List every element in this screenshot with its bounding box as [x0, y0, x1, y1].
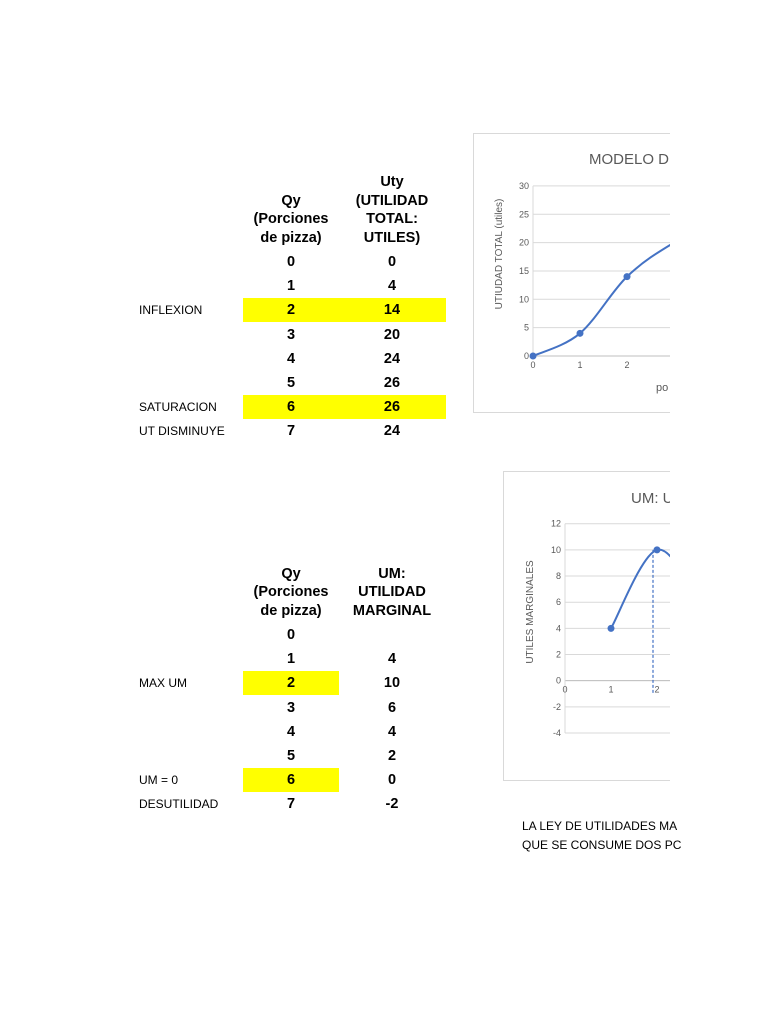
qy-cell: 3	[286, 326, 296, 343]
total-utility-chart[interactable]: MODELO D 0 5 10 15 20 25 30 0 1 2 UTIUDAD TOTAL (ut…	[473, 133, 670, 413]
row-highlight	[243, 768, 339, 793]
data-point	[576, 329, 584, 337]
data-point	[653, 546, 661, 554]
row-highlight	[243, 298, 446, 323]
x-tick-label: 0	[562, 685, 567, 695]
marginal-utility-chart[interactable]: UM: U -4 -2 0 2 4 6 8 10 12 0 1 2 UTILES MARGINALES	[503, 471, 670, 781]
y-tick-label: 10	[519, 294, 529, 304]
y-tick-label: 0	[556, 676, 561, 686]
y-tick-label: -4	[553, 728, 561, 738]
value-header: UM: UTILIDAD MARGINAL	[332, 565, 452, 621]
qy-cell: 1	[286, 278, 296, 295]
series-line	[532, 243, 670, 357]
value-cell: 26	[383, 399, 401, 416]
y-tick-label: 4	[556, 623, 561, 633]
qy-cell: 4	[286, 723, 296, 740]
chart-title: MODELO D	[589, 151, 669, 168]
header-line: TOTAL:	[366, 211, 418, 227]
value-cell: 26	[383, 375, 401, 391]
header-line: Qy	[281, 192, 301, 209]
qy-header: Qy (Porciones de pizza)	[231, 565, 351, 621]
y-tick-label: 20	[519, 238, 529, 248]
qy-cell: 2	[286, 302, 296, 319]
qy-header: Qy (Porciones de pizza)	[231, 192, 351, 248]
row-label: DESUTILIDAD	[139, 797, 219, 812]
note-line-1: LA LEY DE UTILIDADES MA	[522, 819, 678, 833]
qy-cell: 5	[286, 748, 296, 764]
data-point	[607, 624, 615, 632]
x-tick-label: 1	[608, 685, 613, 695]
value-cell: -2	[385, 796, 399, 813]
header-line: de pizza)	[260, 229, 322, 246]
y-tick-label: 5	[524, 323, 529, 333]
total-utility-chart-svg: MODELO D 0 5 10 15 20 25 30 0 1 2 UTIUDAD TOTAL (ut…	[494, 151, 670, 394]
row-highlight	[243, 395, 446, 420]
value-cell: 10	[383, 675, 401, 692]
data-point	[623, 273, 631, 281]
value-cell: 0	[387, 254, 397, 270]
qy-cell: 1	[286, 651, 296, 668]
value-cell: 4	[387, 723, 397, 740]
y-tick-label: 8	[556, 571, 561, 581]
y-tick-label: -2	[553, 702, 561, 712]
qy-cell: 5	[286, 375, 296, 391]
qy-cell: 0	[286, 254, 296, 270]
row-label: UT DISMINUYE	[139, 424, 225, 439]
value-cell: 20	[383, 326, 401, 343]
y-tick-label: 0	[524, 351, 529, 361]
qy-cell: 0	[286, 627, 296, 643]
header-line: (Porciones	[253, 584, 329, 600]
y-axis-label: UTILES MARGINALES	[525, 560, 536, 664]
x-tick-label: 2	[624, 360, 629, 370]
header-line: UTILES)	[363, 229, 421, 246]
row-label: UM = 0	[139, 773, 179, 788]
value-header: Uty (UTILIDAD TOTAL: UTILES)	[332, 173, 452, 247]
y-tick-label: 6	[556, 597, 561, 607]
x-tick-label: 1	[577, 360, 582, 370]
y-tick-label: 12	[551, 519, 561, 529]
y-tick-label: 25	[519, 209, 529, 219]
x-axis-label: po	[656, 382, 668, 394]
y-tick-label: 2	[556, 650, 561, 660]
value-cell: 24	[383, 423, 401, 440]
header-line: UM:	[378, 565, 406, 582]
y-tick-label: 15	[519, 266, 529, 276]
value-cell: 2	[387, 748, 397, 764]
value-cell: 14	[383, 302, 401, 319]
y-tick-label: 30	[519, 181, 529, 191]
qy-cell: 6	[286, 772, 296, 789]
value-cell: 0	[387, 772, 397, 789]
chart-title: UM: U	[631, 490, 670, 507]
x-tick-label: 2	[654, 685, 659, 695]
header-line: MARGINAL	[352, 602, 432, 619]
value-cell: 4	[387, 651, 397, 668]
qy-cell: 7	[286, 796, 296, 813]
row-label: MAX UM	[139, 676, 187, 691]
qy-cell: 3	[286, 699, 296, 716]
value-cell: 4	[387, 278, 397, 295]
qy-cell: 2	[286, 675, 296, 692]
x-tick-label: 0	[530, 360, 535, 370]
header-line: Uty	[380, 174, 404, 190]
value-cell: 24	[383, 350, 401, 367]
qy-cell: 4	[286, 350, 296, 367]
y-tick-label: 10	[551, 545, 561, 555]
data-point	[529, 352, 537, 360]
header-line: (UTILIDAD	[355, 192, 429, 209]
row-label: INFLEXION	[139, 303, 203, 318]
qy-cell: 6	[286, 399, 296, 416]
value-cell: 6	[387, 699, 397, 716]
row-label: SATURACION	[139, 400, 217, 415]
header-line: (Porciones	[253, 211, 329, 227]
header-line: de pizza)	[260, 602, 322, 619]
header-line: Qy	[281, 565, 301, 582]
y-axis-label: UTIUDAD TOTAL (utiles)	[494, 199, 505, 310]
row-highlight	[243, 671, 339, 696]
header-line: UTILIDAD	[358, 584, 426, 600]
note-line-2: QUE SE CONSUME DOS PC	[522, 838, 682, 852]
qy-cell: 7	[286, 423, 296, 440]
